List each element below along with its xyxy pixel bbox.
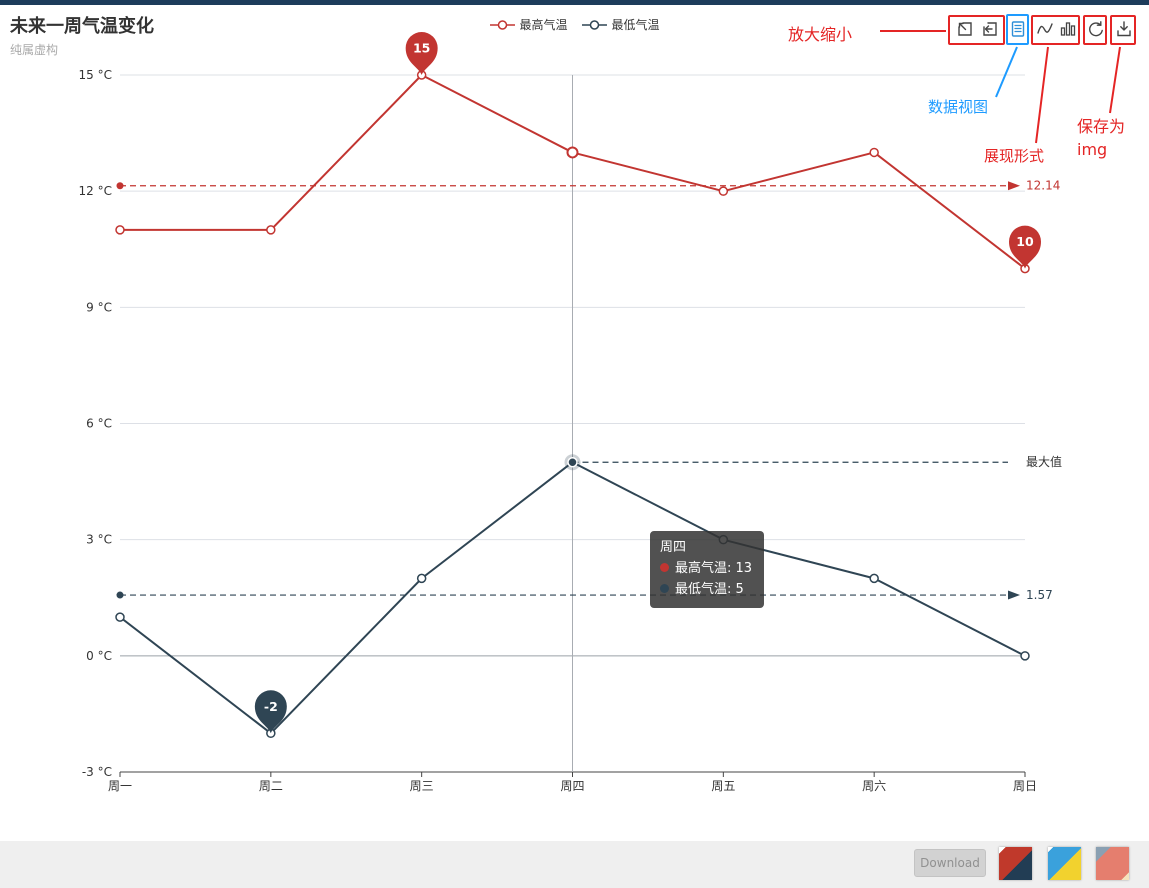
annotation-box-magic-type — [1031, 15, 1080, 45]
line-chart-icon[interactable] — [1035, 19, 1055, 39]
window-top-bar — [0, 0, 1149, 5]
data-point[interactable] — [1020, 651, 1030, 661]
markline-arrow — [1008, 590, 1020, 600]
legend: 最高气温 最低气温 — [489, 16, 660, 33]
data-point[interactable] — [416, 573, 427, 584]
y-tick-label: 0 °C — [86, 649, 112, 663]
zoom-select-icon[interactable] — [955, 19, 975, 39]
legend-item-label: 最低气温 — [611, 18, 660, 32]
y-tick-label: -3 °C — [82, 765, 112, 779]
annotation-save-label-line2: img — [1077, 140, 1108, 159]
mark-point-label: 10 — [1016, 234, 1034, 249]
annotation-save-label-line1: 保存为 — [1077, 117, 1126, 136]
x-tick-label: 周四 — [560, 779, 584, 793]
y-tick-label: 6 °C — [86, 417, 112, 431]
theme-swatch-red-navy[interactable] — [999, 847, 1032, 880]
x-tick-label: 周二 — [259, 779, 283, 793]
x-tick-label: 周六 — [862, 779, 886, 793]
tooltip-row: 最高气温: 13 — [660, 558, 752, 579]
legend-line-icon — [489, 19, 515, 30]
data-point[interactable] — [266, 225, 276, 235]
tooltip-series-dot — [660, 584, 669, 593]
tooltip-row: 最低气温: 5 — [660, 579, 752, 600]
chart-subtitle: 纯属虚构 — [10, 43, 59, 57]
legend-item[interactable]: 最高气温 — [489, 16, 568, 33]
mark-point-pin — [1009, 225, 1041, 269]
annotation-zoom-label: 放大缩小 — [788, 25, 853, 44]
bar-chart-icon[interactable] — [1058, 19, 1078, 39]
data-point[interactable] — [869, 573, 879, 584]
tooltip-title: 周四 — [660, 540, 687, 555]
markline-label: 最大值 — [1026, 454, 1062, 469]
y-tick-label: 3 °C — [86, 533, 112, 547]
markline-arrow — [1008, 181, 1020, 191]
chart-title: 未来一周气温变化 — [10, 16, 154, 37]
mark-point-pin — [405, 32, 438, 75]
x-tick-label: 周三 — [410, 779, 434, 793]
annotation-box-data-view — [1006, 14, 1029, 45]
annotation-save-label: 保存为 img — [1077, 115, 1125, 161]
theme-swatch-slate-coral[interactable] — [1096, 847, 1129, 880]
y-tick-label: 12 °C — [79, 184, 112, 198]
x-tick-label: 周五 — [711, 779, 735, 793]
markline-label: 12.14 — [1026, 179, 1060, 193]
data-point[interactable] — [566, 146, 579, 159]
data-point[interactable] — [869, 147, 879, 158]
y-tick-label: 9 °C — [86, 300, 112, 314]
tooltip-rows: 最高气温: 13 最低气温: 5 — [660, 558, 752, 600]
line-chart-canvas: -3 °C0 °C3 °C6 °C9 °C12 °C15 °C周一 周二 周三 周四周… — [79, 32, 1062, 793]
zoom-back-icon[interactable] — [980, 19, 1000, 39]
annotation-box-restore — [1083, 15, 1107, 45]
tooltip-series-dot — [660, 563, 669, 572]
download-button[interactable]: Download — [914, 849, 986, 877]
annotation-box-save — [1110, 15, 1136, 45]
footer-bar: Download — [0, 841, 1149, 888]
legend-item-label: 最高气温 — [519, 18, 568, 32]
legend-line-icon — [581, 19, 607, 30]
legend-item[interactable]: 最低气温 — [581, 16, 660, 33]
theme-swatch-blue-yellow[interactable] — [1048, 847, 1081, 880]
data-point[interactable] — [567, 456, 578, 468]
data-point[interactable] — [115, 612, 125, 622]
markline-label: 1.57 — [1026, 588, 1053, 602]
annotation-magic-type-label: 展现形式 — [984, 147, 1045, 165]
annotation-data-view-label: 数据视图 — [928, 98, 989, 116]
data-point[interactable] — [718, 186, 729, 196]
y-tick-label: 15 °C — [79, 68, 112, 82]
mark-point-label: 15 — [413, 41, 430, 56]
tooltip: 周四 最高气温: 13 最低气温: 5 — [650, 531, 765, 608]
data-view-icon[interactable] — [1008, 19, 1028, 39]
mark-point-label: -2 — [264, 699, 278, 714]
x-tick-label: 周日 — [1013, 779, 1037, 793]
annotation-box-zoom — [948, 15, 1005, 45]
save-image-icon[interactable] — [1114, 19, 1134, 39]
mark-point-pin — [254, 690, 287, 734]
restore-icon[interactable] — [1086, 19, 1106, 39]
x-tick-label: 周一 — [108, 779, 132, 793]
data-point[interactable] — [115, 225, 125, 235]
